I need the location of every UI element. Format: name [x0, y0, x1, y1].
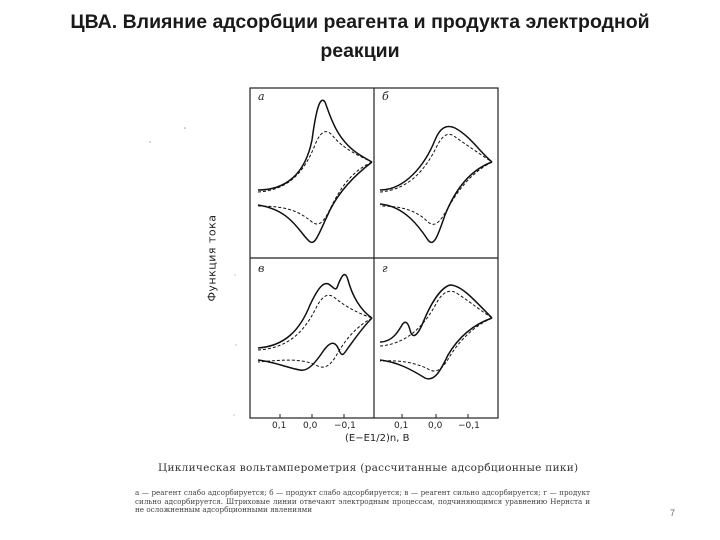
x-tick-label: 0,1 [394, 421, 409, 431]
slide-title: ЦВА. Влияние адсорбции реагента и продук… [70, 11, 650, 62]
cv-figure [149, 87, 499, 419]
panel-b-solid-reverse [379, 161, 493, 244]
x-axis-ticks [279, 414, 469, 418]
panel-label-d: г [382, 262, 388, 275]
panel-b-curves [379, 125, 493, 244]
x-tick-label: 0,0 [428, 421, 443, 431]
y-axis-label: Функция тока [205, 214, 219, 302]
panel-d-solid-forward [379, 284, 493, 343]
figure-caption-note: а — реагент слабо адсорбируется; б — про… [135, 488, 590, 514]
panel-d-solid-reverse [379, 317, 493, 380]
x-axis-label: (E−E1/2)n, В [345, 433, 410, 444]
panel-c-curves [257, 273, 373, 371]
page-number: 7 [670, 508, 676, 518]
panel-a-solid-forward [257, 99, 373, 191]
panel-a-solid-reverse [257, 161, 373, 243]
panel-a-curves [257, 99, 373, 243]
panel-label-b: б [382, 90, 389, 103]
panel-c-dashed [257, 294, 373, 368]
panel-label-c: в [258, 262, 265, 275]
panel-b-solid-forward [379, 125, 493, 191]
panel-b-dashed [379, 133, 493, 225]
panel-label-a: а [258, 90, 265, 103]
x-tick-label: −0,1 [334, 421, 356, 431]
panel-d-curves [379, 284, 493, 380]
panel-a-dashed [257, 131, 373, 225]
x-tick-label: 0,0 [303, 421, 318, 431]
panel-d-dashed [379, 290, 493, 372]
x-tick-label: 0,1 [272, 421, 287, 431]
x-tick-label: −0,1 [458, 421, 480, 431]
panel-c-solid-forward [257, 273, 373, 349]
figure-caption: Циклическая вольтамперометрия (рассчитан… [158, 462, 579, 474]
panel-c-solid-reverse [257, 317, 373, 371]
